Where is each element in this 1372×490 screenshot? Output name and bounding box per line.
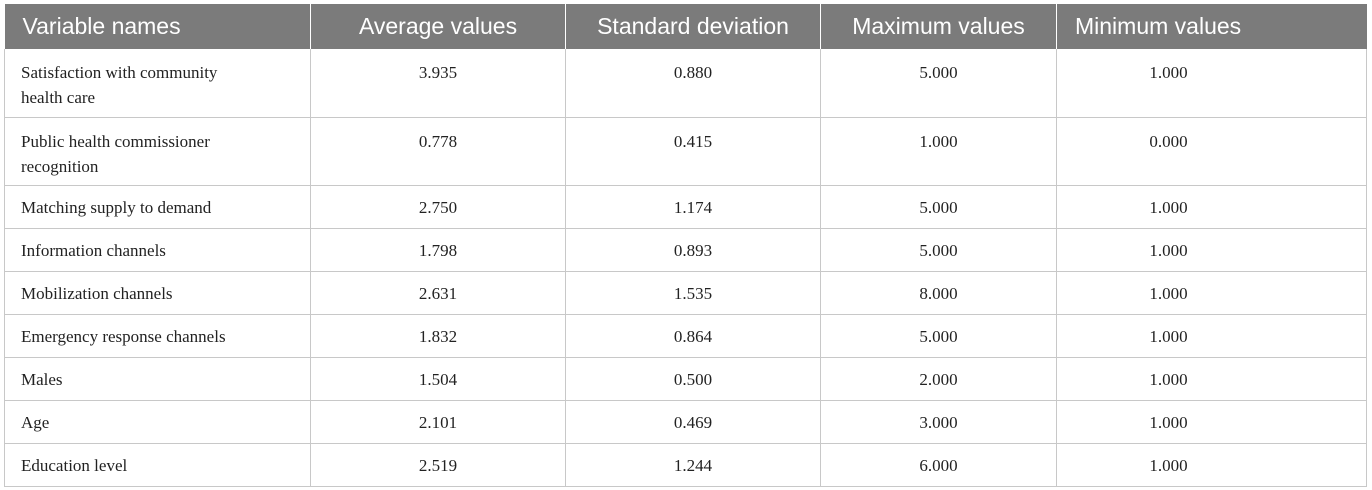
- variable-name-cell: Mobilization channels: [4, 271, 311, 315]
- variable-name-cell: Education level: [4, 443, 311, 487]
- variable-name-cell: Age: [4, 400, 311, 444]
- maximum-value-cell: 5.000: [820, 314, 1057, 358]
- variable-name-line: Public health commissioner: [21, 131, 210, 151]
- minimum-value-cell: 1.000: [1056, 49, 1367, 118]
- maximum-value-cell: 2.000: [820, 357, 1057, 401]
- average-value-cell: 2.631: [310, 271, 566, 315]
- descriptive-statistics-table: Variable names Average values Standard d…: [4, 4, 1367, 487]
- header-variable-names: Variable names: [4, 4, 311, 49]
- header-maximum-values: Maximum values: [820, 4, 1057, 49]
- minimum-value-cell: 1.000: [1056, 228, 1367, 272]
- maximum-value-cell: 5.000: [820, 228, 1057, 272]
- minimum-value-cell: 0.000: [1056, 117, 1367, 186]
- maximum-value-cell: 8.000: [820, 271, 1057, 315]
- average-value-cell: 3.935: [310, 49, 566, 118]
- average-value-cell: 2.519: [310, 443, 566, 487]
- statistics-table-container: Variable names Average values Standard d…: [4, 4, 1367, 487]
- average-value-cell: 1.798: [310, 228, 566, 272]
- standard-deviation-cell: 0.500: [565, 357, 821, 401]
- table-row: Satisfaction with community health care 3…: [4, 49, 1367, 118]
- maximum-value-cell: 3.000: [820, 400, 1057, 444]
- variable-name-cell: Males: [4, 357, 311, 401]
- standard-deviation-cell: 0.469: [565, 400, 821, 444]
- table-row: Matching supply to demand 2.750 1.174 5.…: [4, 185, 1367, 229]
- table-row: Males 1.504 0.500 2.000 1.000: [4, 357, 1367, 401]
- maximum-value-cell: 6.000: [820, 443, 1057, 487]
- standard-deviation-cell: 1.244: [565, 443, 821, 487]
- standard-deviation-cell: 0.864: [565, 314, 821, 358]
- minimum-value-cell: 1.000: [1056, 185, 1367, 229]
- variable-name-line: Satisfaction with community: [21, 63, 218, 82]
- minimum-value-cell: 1.000: [1056, 400, 1367, 444]
- variable-name-cell: Emergency response channels: [4, 314, 311, 358]
- maximum-value-cell: 5.000: [820, 49, 1057, 118]
- variable-name-line: health care: [21, 88, 96, 107]
- standard-deviation-cell: 0.415: [565, 117, 821, 186]
- table-row: Emergency response channels 1.832 0.864 …: [4, 314, 1367, 358]
- maximum-value-cell: 5.000: [820, 185, 1057, 229]
- variable-name-cell: Matching supply to demand: [4, 185, 311, 229]
- variable-name-cell: Information channels: [4, 228, 311, 272]
- standard-deviation-cell: 1.535: [565, 271, 821, 315]
- minimum-value-cell: 1.000: [1056, 357, 1367, 401]
- minimum-value-cell: 1.000: [1056, 271, 1367, 315]
- standard-deviation-cell: 1.174: [565, 185, 821, 229]
- standard-deviation-cell: 0.880: [565, 49, 821, 118]
- variable-name-cell: Satisfaction with community health care: [4, 49, 311, 118]
- table-row: Education level 2.519 1.244 6.000 1.000: [4, 443, 1367, 487]
- average-value-cell: 2.101: [310, 400, 566, 444]
- minimum-value-cell: 1.000: [1056, 443, 1367, 487]
- minimum-value-cell: 1.000: [1056, 314, 1367, 358]
- maximum-value-cell: 1.000: [820, 117, 1057, 186]
- average-value-cell: 1.504: [310, 357, 566, 401]
- average-value-cell: 2.750: [310, 185, 566, 229]
- header-standard-deviation: Standard deviation: [565, 4, 821, 49]
- table-row: Age 2.101 0.469 3.000 1.000: [4, 400, 1367, 444]
- average-value-cell: 1.832: [310, 314, 566, 358]
- variable-name-cell: Public health commissioner recognition: [4, 117, 311, 186]
- header-minimum-values: Minimum values: [1056, 4, 1367, 49]
- standard-deviation-cell: 0.893: [565, 228, 821, 272]
- variable-name-line: recognition: [21, 156, 99, 176]
- header-row: Variable names Average values Standard d…: [4, 4, 1367, 49]
- header-average-values: Average values: [310, 4, 566, 49]
- table-row: Information channels 1.798 0.893 5.000 1…: [4, 228, 1367, 272]
- average-value-cell: 0.778: [310, 117, 566, 186]
- table-row: Mobilization channels 2.631 1.535 8.000 …: [4, 271, 1367, 315]
- table-row: Public health commissioner recognition 0.…: [4, 117, 1367, 186]
